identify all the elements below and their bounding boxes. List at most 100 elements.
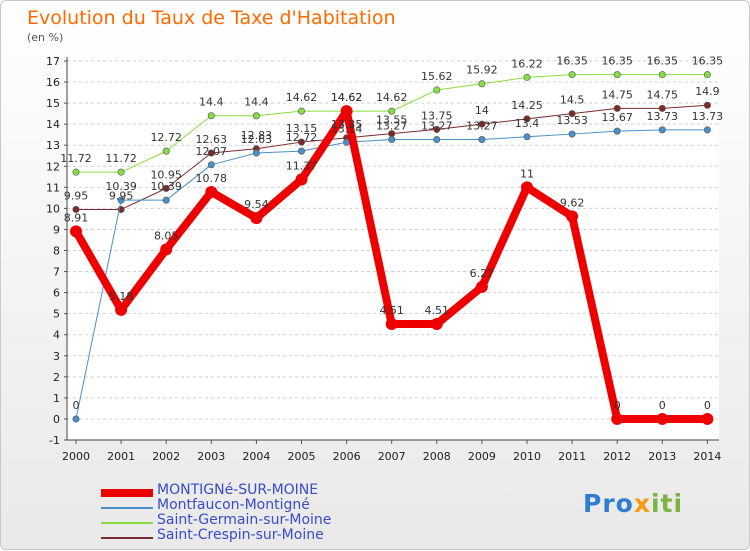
x-tick-label: 2007 (378, 450, 406, 463)
data-label: 13.27 (376, 120, 408, 133)
data-label: 5.18 (109, 290, 134, 303)
data-label: 12.72 (286, 131, 318, 144)
y-tick-label: 11 (46, 181, 60, 194)
data-label: 14.75 (647, 88, 679, 101)
data-label: 14.62 (331, 91, 363, 104)
legend-swatch (101, 489, 153, 497)
x-tick-label: 2006 (333, 450, 361, 463)
data-label: 15.62 (421, 70, 453, 83)
data-point (117, 168, 125, 176)
data-point (72, 415, 80, 423)
x-tick-label: 2013 (648, 450, 676, 463)
data-point (295, 173, 308, 186)
data-label: 14.62 (286, 91, 318, 104)
data-label: 14 (475, 104, 489, 117)
x-tick-label: 2005 (288, 450, 316, 463)
data-label: 13.75 (421, 109, 453, 122)
legend-label: Saint-Crespin-sur-Moine (157, 527, 324, 543)
data-point (162, 184, 170, 192)
data-label: 4.51 (379, 304, 404, 317)
y-tick-label: 17 (46, 55, 60, 68)
data-label: 13.73 (647, 110, 679, 123)
legend-label: Saint-Germain-sur-Moine (157, 512, 332, 528)
legend-label: Montfaucon-Montigné (157, 497, 310, 513)
data-point (117, 196, 125, 204)
data-point (613, 71, 621, 79)
data-label: 4.51 (425, 304, 450, 317)
x-tick-label: 2008 (423, 450, 451, 463)
data-point (207, 149, 215, 157)
data-label: 11.37 (286, 160, 318, 173)
x-tick-label: 2002 (152, 450, 180, 463)
y-tick-label: 5 (53, 308, 60, 321)
data-point (160, 243, 173, 256)
y-tick-label: 1 (53, 392, 60, 405)
data-label: 10.39 (150, 180, 182, 193)
x-tick-label: 2009 (468, 450, 496, 463)
legend-swatch (101, 522, 153, 524)
chart-title: Evolution du Taux de Taxe d'Habitation (27, 7, 396, 29)
data-point (703, 126, 711, 134)
data-point (478, 136, 486, 144)
data-point (297, 138, 305, 146)
data-label: 15.92 (466, 64, 498, 77)
data-point (658, 126, 666, 134)
data-point (703, 71, 711, 79)
y-tick-label: 4 (53, 329, 60, 342)
data-label: 12.63 (196, 133, 228, 146)
data-point (523, 115, 531, 123)
logo-part-2: x (633, 489, 651, 518)
data-label: 13.15 (286, 122, 318, 135)
data-label: 12.07 (196, 145, 228, 158)
data-label: 14.9 (695, 85, 720, 98)
data-label: 16.22 (511, 57, 543, 70)
data-label: 0 (73, 399, 80, 412)
data-point (207, 112, 215, 120)
y-tick-label: 6 (53, 287, 60, 300)
data-label: 13.55 (376, 114, 408, 127)
data-point (252, 149, 260, 157)
data-point (388, 136, 396, 144)
chart-subtitle: (en %) (27, 31, 64, 44)
data-label: 14.5 (560, 94, 585, 107)
data-point (478, 80, 486, 88)
data-point (433, 86, 441, 94)
x-tick-label: 2011 (558, 450, 586, 463)
y-tick-label: 16 (46, 76, 60, 89)
data-label: 14.25 (511, 99, 543, 112)
data-point (162, 196, 170, 204)
data-point (115, 303, 128, 316)
data-label: 12.72 (150, 131, 182, 144)
data-point (701, 412, 714, 425)
y-tick-label: 0 (53, 413, 60, 426)
data-label: 8.91 (64, 211, 89, 224)
data-label: 12.63 (241, 133, 273, 146)
y-tick-label: 7 (53, 266, 60, 279)
data-label: 13.73 (692, 110, 724, 123)
data-label: 16.35 (647, 55, 679, 68)
data-label: 13.4 (515, 117, 540, 130)
legend-swatch (101, 537, 153, 539)
logo-part-1: Pro (583, 489, 634, 518)
y-tick-label: 15 (46, 97, 60, 110)
data-label: 13.27 (421, 120, 453, 133)
data-point (523, 73, 531, 81)
data-label: 13.67 (601, 111, 633, 124)
data-label: 10.39 (105, 180, 137, 193)
data-label: 14.4 (244, 96, 269, 109)
data-point (388, 107, 396, 115)
y-tick-label: 12 (46, 160, 60, 173)
data-point (568, 110, 576, 118)
x-tick-label: 2012 (603, 450, 631, 463)
data-point (568, 130, 576, 138)
data-point (613, 127, 621, 135)
y-tick-label: 8 (53, 245, 60, 258)
x-tick-label: 2004 (242, 450, 270, 463)
data-label: 14.75 (601, 88, 633, 101)
legend-label: MONTIGNé-SUR-MOINE (157, 482, 319, 498)
data-point (703, 101, 711, 109)
data-point (430, 317, 443, 330)
data-point (385, 317, 398, 330)
